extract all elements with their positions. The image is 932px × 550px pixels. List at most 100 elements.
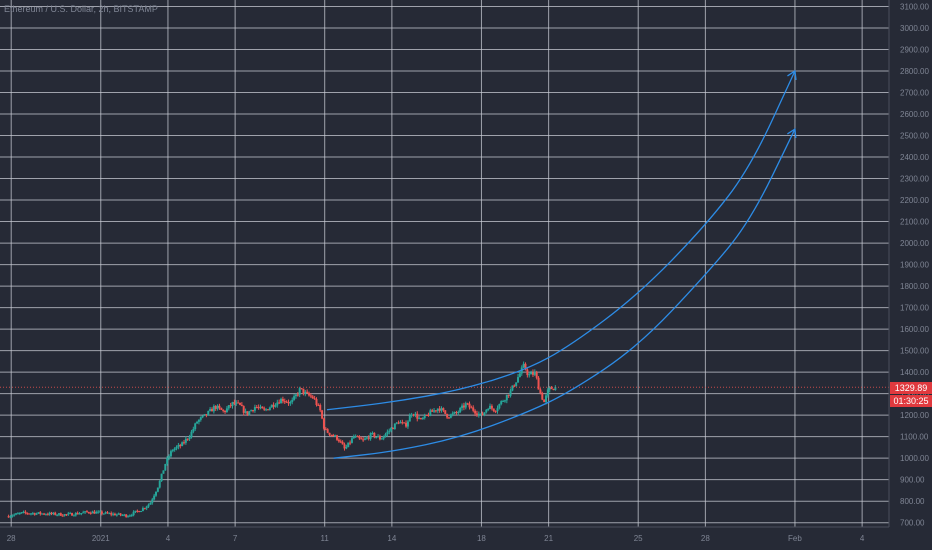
candle bbox=[169, 449, 172, 458]
candle bbox=[477, 411, 480, 418]
candle-body bbox=[511, 385, 514, 391]
candle-body bbox=[390, 428, 393, 431]
candle bbox=[306, 389, 309, 394]
candle-body bbox=[369, 433, 372, 439]
candle-body bbox=[554, 387, 557, 391]
candle bbox=[11, 514, 14, 518]
candle-body bbox=[280, 398, 283, 404]
candle-body bbox=[470, 407, 473, 409]
candle-body bbox=[46, 514, 49, 516]
upper-trend-curve[interactable] bbox=[326, 70, 796, 411]
candle bbox=[74, 512, 77, 517]
candle-body bbox=[425, 415, 428, 417]
candle bbox=[125, 513, 128, 518]
candle-body bbox=[31, 513, 34, 515]
candle-body bbox=[177, 445, 180, 447]
candle-body bbox=[233, 402, 236, 404]
candle bbox=[298, 386, 301, 398]
candle bbox=[321, 409, 324, 420]
candle-body bbox=[134, 510, 137, 512]
candle bbox=[207, 410, 210, 416]
y-tick-label: 2000.00 bbox=[900, 239, 929, 248]
upper-trend-curve-arrowhead bbox=[787, 69, 797, 80]
candle bbox=[438, 406, 441, 413]
candle bbox=[261, 406, 264, 409]
candle-body bbox=[339, 441, 342, 443]
candle bbox=[287, 399, 290, 406]
candle bbox=[190, 429, 193, 439]
candle-body bbox=[375, 436, 378, 438]
candle-body bbox=[216, 405, 219, 409]
candle-body bbox=[138, 511, 141, 513]
candle-body bbox=[378, 436, 381, 440]
candle-body bbox=[373, 432, 376, 438]
y-tick-label: 2600.00 bbox=[900, 110, 929, 119]
x-tick-label: 4 bbox=[166, 534, 171, 543]
candle-body bbox=[552, 389, 555, 391]
candle bbox=[352, 434, 355, 439]
candle-body bbox=[502, 400, 505, 402]
candle bbox=[414, 411, 417, 418]
candle bbox=[266, 409, 269, 411]
candle bbox=[238, 402, 241, 406]
candle-body bbox=[459, 407, 462, 413]
candle-body bbox=[412, 414, 415, 416]
x-tick-label: 2021 bbox=[92, 534, 110, 543]
candle-body bbox=[169, 451, 172, 457]
candle-body bbox=[367, 437, 370, 439]
candle-body bbox=[257, 407, 260, 409]
candle bbox=[41, 513, 44, 515]
candle-body bbox=[225, 408, 228, 413]
bar-countdown-badge: 01:30:25 bbox=[890, 395, 932, 407]
candle bbox=[37, 512, 40, 515]
candle bbox=[444, 410, 447, 415]
candle-body bbox=[309, 395, 312, 397]
candle-body bbox=[302, 388, 305, 394]
candle bbox=[337, 438, 340, 443]
candle-body bbox=[190, 431, 193, 438]
candle bbox=[162, 470, 165, 474]
trend-drawings[interactable] bbox=[326, 69, 797, 459]
candle bbox=[433, 407, 436, 413]
price-axis[interactable]: 700.00 800.00 900.00 1000.00 1100.00 1200.00 1… bbox=[900, 2, 929, 527]
candle-series bbox=[0, 361, 889, 519]
candle bbox=[84, 510, 87, 514]
candle-body bbox=[74, 512, 77, 516]
candle-body bbox=[500, 401, 503, 405]
candle bbox=[367, 435, 370, 441]
candle-body bbox=[108, 513, 111, 515]
candle-body bbox=[132, 511, 135, 516]
candle-body bbox=[127, 516, 130, 518]
candle-body bbox=[487, 409, 490, 411]
candle-body bbox=[50, 512, 53, 514]
candle bbox=[528, 372, 531, 378]
time-axis[interactable]: 28 2021 4 7 11 14 18 21 25 28 Feb 4 bbox=[7, 534, 865, 543]
candle-body bbox=[100, 511, 103, 514]
candle bbox=[151, 497, 154, 505]
candle bbox=[276, 399, 279, 408]
candle-body bbox=[330, 434, 333, 436]
candle-body bbox=[461, 405, 464, 408]
candle bbox=[470, 405, 473, 409]
candle bbox=[50, 511, 53, 516]
candle-body bbox=[397, 422, 400, 424]
lower-trend-curve[interactable] bbox=[333, 128, 796, 459]
candle-body bbox=[18, 512, 21, 514]
candle bbox=[35, 512, 38, 516]
candle bbox=[494, 410, 497, 414]
candle-body bbox=[358, 436, 361, 439]
candle bbox=[31, 511, 34, 516]
candle bbox=[356, 435, 359, 438]
y-tick-label: 1600.00 bbox=[900, 325, 929, 334]
y-tick-label: 2100.00 bbox=[900, 218, 929, 227]
candle-body bbox=[365, 437, 368, 439]
y-tick-label: 1100.00 bbox=[900, 433, 929, 442]
candle-body bbox=[69, 513, 72, 515]
y-tick-label: 2200.00 bbox=[900, 196, 929, 205]
candle-body bbox=[201, 415, 204, 418]
candle bbox=[317, 403, 320, 406]
candle bbox=[332, 433, 335, 437]
candle-body bbox=[248, 411, 251, 415]
candle-body bbox=[149, 502, 152, 505]
candle bbox=[171, 449, 174, 453]
